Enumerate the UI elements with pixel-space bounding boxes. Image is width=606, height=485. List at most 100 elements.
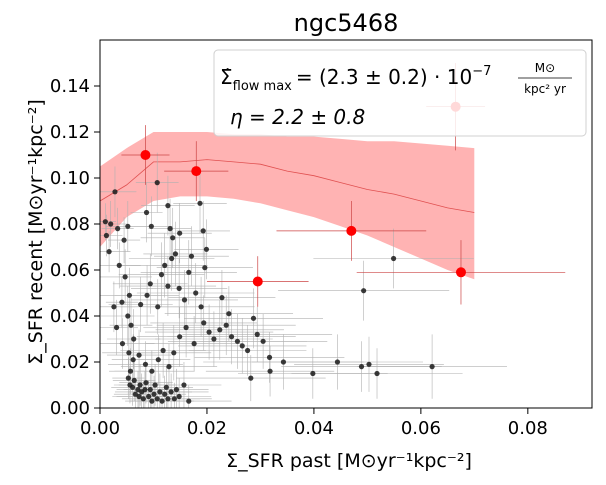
- data-point: [144, 292, 150, 298]
- data-point: [137, 382, 143, 388]
- data-point: [211, 336, 217, 342]
- data-point: [361, 288, 367, 294]
- data-point: [200, 228, 206, 234]
- data-point: [102, 219, 108, 225]
- y-tick-label: 0.02: [50, 352, 90, 373]
- data-point: [310, 370, 316, 377]
- data-point: [172, 251, 179, 257]
- data-point: [142, 361, 149, 367]
- data-point: [168, 389, 174, 395]
- data-point: [165, 203, 171, 209]
- data-point: [167, 226, 173, 232]
- data-point: [126, 350, 132, 356]
- x-axis-ticks: 0.00 0.02 0.04 0.06 0.08: [80, 408, 548, 439]
- data-point: [154, 396, 160, 402]
- data-point: [106, 249, 112, 255]
- data-point: [132, 391, 138, 397]
- data-point: [154, 180, 160, 186]
- x-axis-label: Σ_SFR past [M⊙yr⁻¹kpc⁻²]: [226, 450, 472, 472]
- data-point: [250, 315, 257, 321]
- data-point: [162, 391, 168, 397]
- data-point: [151, 391, 157, 397]
- data-point: [113, 324, 120, 331]
- binned-point: [455, 267, 466, 278]
- x-tick-label: 0.00: [80, 418, 120, 439]
- data-point: [217, 327, 223, 333]
- data-point: [119, 341, 126, 347]
- data-point: [157, 389, 163, 395]
- data-point: [197, 200, 203, 206]
- data-point: [171, 350, 177, 356]
- data-point: [170, 235, 176, 241]
- data-point: [166, 364, 172, 370]
- data-point: [130, 384, 136, 390]
- data-point: [176, 393, 182, 400]
- data-point: [128, 322, 134, 328]
- data-point: [181, 297, 188, 303]
- data-points: [102, 180, 435, 404]
- x-tick-label: 0.02: [187, 418, 227, 439]
- data-point: [358, 364, 365, 370]
- data-point: [131, 336, 137, 342]
- data-point: [219, 295, 225, 301]
- y-tick-label: 0.00: [50, 398, 90, 419]
- data-point: [135, 387, 141, 393]
- annotation-box: [213, 49, 587, 137]
- data-point: [140, 396, 146, 402]
- flow-unit-numerator: M⊙: [535, 61, 555, 75]
- data-point: [429, 364, 435, 370]
- data-point: [176, 285, 182, 291]
- eta-annotation: η = 2.2 ± 0.8: [230, 105, 365, 129]
- model-center-line: [100, 159, 475, 213]
- y-axis-ticks: 0.00 0.02 0.04 0.06 0.08 0.10 0.12 0.14: [50, 76, 100, 419]
- data-point: [143, 209, 150, 216]
- x-tick-label: 0.04: [294, 418, 334, 439]
- data-point: [254, 331, 260, 337]
- data-point: [143, 380, 149, 386]
- data-point: [181, 382, 187, 388]
- data-point: [111, 304, 117, 310]
- data-point: [152, 382, 158, 388]
- data-point: [163, 384, 169, 390]
- data-point: [267, 368, 273, 374]
- data-point: [366, 361, 372, 367]
- data-point: [223, 322, 229, 328]
- data-point: [202, 265, 208, 271]
- data-point: [136, 393, 142, 400]
- data-point: [125, 223, 131, 229]
- data-point: [193, 290, 199, 296]
- data-point: [260, 338, 266, 344]
- binned-point: [191, 166, 202, 177]
- x-tick-label: 0.06: [401, 418, 441, 439]
- data-point: [280, 359, 287, 365]
- data-point: [228, 334, 235, 340]
- data-point: [177, 334, 183, 340]
- x-tick-label: 0.08: [508, 418, 548, 439]
- data-point: [191, 341, 197, 347]
- data-point: [125, 375, 131, 381]
- data-point: [122, 274, 128, 280]
- data-point: [198, 304, 204, 310]
- data-point: [155, 357, 161, 363]
- data-point: [245, 347, 251, 354]
- data-point: [173, 387, 180, 393]
- data-point: [130, 357, 136, 363]
- flow-unit-denominator: kpc² yr: [524, 82, 566, 96]
- data-point: [108, 221, 114, 227]
- data-point: [148, 223, 154, 229]
- data-point: [136, 352, 142, 358]
- data-point: [171, 396, 177, 402]
- data-point: [165, 283, 171, 289]
- data-point: [126, 292, 133, 298]
- y-tick-label: 0.14: [50, 76, 90, 97]
- data-point: [186, 398, 192, 404]
- data-point: [116, 262, 122, 268]
- data-point: [149, 398, 155, 404]
- data-point: [169, 255, 175, 262]
- plot-area: [100, 63, 566, 408]
- data-point: [162, 262, 168, 268]
- data-point: [146, 393, 152, 400]
- data-point: [206, 329, 212, 335]
- data-point: [147, 281, 153, 287]
